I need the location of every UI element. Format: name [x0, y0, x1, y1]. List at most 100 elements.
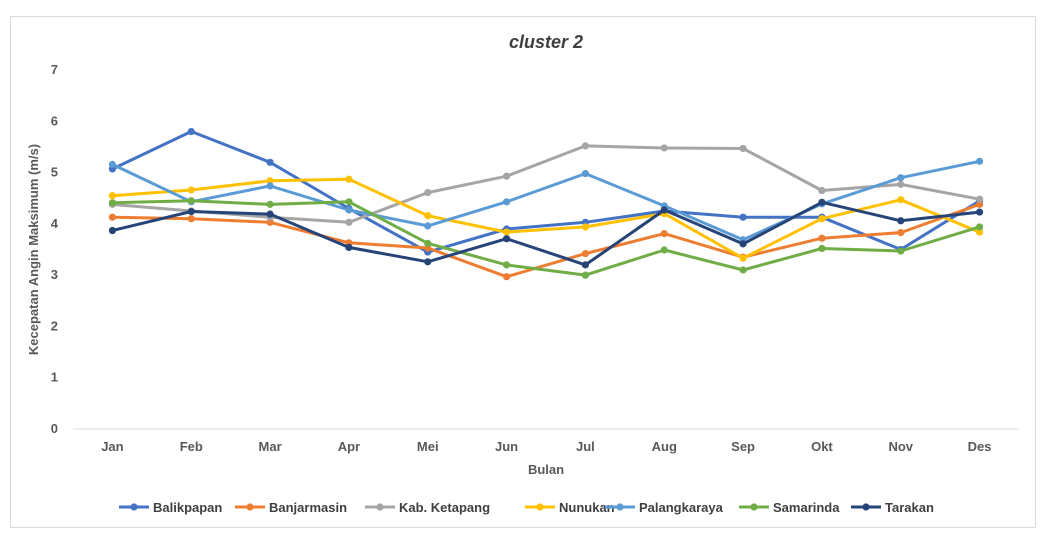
data-point [818, 186, 826, 195]
y-tick-label: 5 [51, 165, 58, 180]
data-point [660, 144, 668, 152]
legend-label: Palangkaraya [639, 500, 724, 515]
series-line [110, 159, 982, 242]
series-palangkaraya [108, 157, 984, 244]
data-point [975, 200, 984, 208]
legend-swatch-marker [862, 503, 870, 511]
data-point [266, 200, 274, 208]
x-tick-label: Okt [811, 439, 833, 454]
chart-area: cluster 2 0 1 2 3 4 5 6 7 Jan Feb Mar Apr Mei Jun Jul… [10, 16, 1036, 528]
data-point [818, 198, 826, 206]
data-point [108, 199, 117, 207]
data-point [581, 142, 590, 150]
data-point [424, 239, 432, 247]
data-point [660, 230, 668, 238]
data-point [897, 228, 905, 237]
series-line [110, 177, 982, 260]
legend-label: Balikpapan [153, 500, 222, 515]
data-point [660, 246, 668, 254]
legend-item: Kab. Ketapang [365, 500, 490, 515]
data-point [818, 234, 826, 242]
data-point [897, 217, 905, 225]
series-line [110, 202, 982, 279]
legend-swatch-marker [616, 503, 624, 511]
data-point [975, 208, 984, 216]
legend-item: Palangkaraya [605, 500, 724, 515]
x-axis-title: Bulan [528, 462, 564, 477]
line-chart: cluster 2 0 1 2 3 4 5 6 7 Jan Feb Mar Apr Mei Jun Jul… [26, 32, 1019, 515]
data-point [108, 213, 117, 221]
data-point [897, 180, 905, 188]
series-line [110, 200, 982, 267]
data-point [266, 210, 274, 218]
data-point [739, 144, 747, 153]
legend-item: Tarakan [851, 500, 934, 515]
y-axis-ticks: 0 1 2 3 4 5 6 7 [51, 62, 59, 436]
x-tick-label: Feb [180, 439, 203, 454]
data-point [502, 273, 511, 281]
data-point [897, 174, 905, 182]
x-tick-label: Aug [652, 439, 677, 454]
x-tick-label: Mei [417, 439, 439, 454]
x-tick-label: Nov [888, 439, 913, 454]
data-point [266, 218, 274, 226]
data-point [581, 169, 590, 178]
data-point [345, 175, 353, 183]
chart-title: cluster 2 [509, 32, 583, 52]
data-point [975, 157, 984, 165]
series-layer [108, 127, 984, 281]
data-point [345, 206, 353, 214]
y-tick-label: 7 [51, 62, 58, 77]
data-point [187, 207, 195, 216]
series-line [110, 199, 982, 277]
data-point [108, 226, 117, 235]
data-point [187, 197, 195, 205]
legend-label: Nunukan [559, 500, 615, 515]
data-point [345, 198, 353, 206]
data-point [581, 223, 590, 231]
legend-swatch-marker [246, 503, 254, 511]
data-point [502, 172, 511, 180]
legend-swatch-marker [376, 503, 384, 511]
data-point [818, 244, 826, 253]
series-line [110, 130, 982, 254]
y-axis-title: Kecepatan Angin Maksimum (m/s) [26, 144, 41, 355]
x-tick-label: Jul [576, 439, 595, 454]
data-point [739, 254, 747, 262]
data-point [581, 250, 590, 258]
data-point [581, 271, 590, 279]
data-point [897, 196, 905, 204]
data-point [266, 158, 274, 166]
legend-item: Nunukan [525, 500, 615, 515]
data-point [502, 228, 511, 236]
y-tick-label: 3 [51, 267, 58, 282]
data-point [660, 206, 668, 214]
data-point [739, 213, 747, 221]
data-point [108, 192, 117, 200]
data-point [187, 127, 195, 136]
series-line [110, 144, 982, 224]
data-point [739, 266, 747, 274]
data-point [266, 182, 274, 190]
data-point [502, 198, 511, 206]
data-point [345, 218, 353, 226]
legend-swatch-marker [536, 503, 544, 511]
data-point [581, 261, 590, 269]
x-tick-label: Apr [338, 439, 360, 454]
x-axis-ticks: Jan Feb Mar Apr Mei Jun Jul Aug Sep Okt Nov Des [101, 439, 991, 454]
legend-swatch-marker [130, 503, 138, 511]
data-point [818, 215, 826, 223]
data-point [424, 188, 432, 197]
legend-label: Kab. Ketapang [399, 500, 490, 515]
data-point [108, 160, 117, 168]
data-point [897, 247, 905, 255]
data-point [424, 212, 432, 220]
x-tick-label: Des [968, 439, 992, 454]
y-tick-label: 2 [51, 318, 58, 333]
y-tick-label: 6 [51, 113, 58, 128]
data-point [424, 258, 432, 266]
legend: Balikpapan Banjarmasin Kab. Ketapang Nunuka… [119, 500, 934, 515]
legend-label: Samarinda [773, 500, 840, 515]
x-tick-label: Sep [731, 439, 755, 454]
data-point [502, 261, 511, 269]
